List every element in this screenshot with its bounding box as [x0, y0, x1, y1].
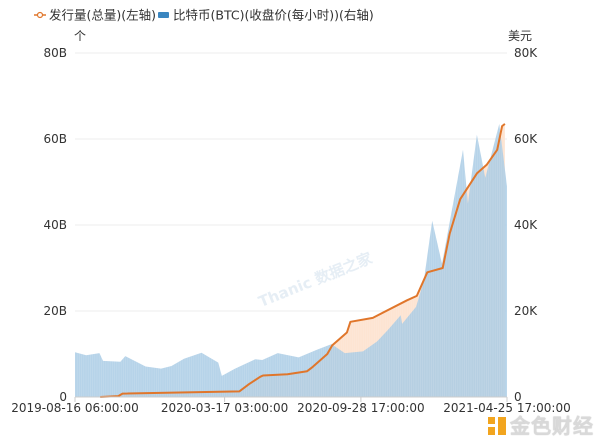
right-tick-label: 60K	[514, 132, 538, 146]
legend-item-btc[interactable]: 比特币(BTC)(收盘价(每小时))(右轴)	[158, 8, 374, 23]
left-tick-label: 40B	[43, 218, 67, 232]
logo-mark-icon	[488, 417, 506, 435]
logo-text: 金色财经	[510, 414, 594, 438]
x-tick-label: 2019-08-16 06:00:00	[11, 401, 138, 415]
left-tick-label: 60B	[43, 132, 67, 146]
btc-price-area	[75, 123, 507, 398]
issuance-line	[100, 123, 506, 398]
left-tick-label: 80B	[43, 46, 67, 60]
right-tick-label: 80K	[514, 46, 538, 60]
right-tick-label: 20K	[514, 304, 538, 318]
x-tick-label: 2020-03-17 03:00:00	[161, 401, 288, 415]
right-tick-label: 0	[514, 390, 522, 404]
right-axis-unit: 美元	[508, 29, 532, 43]
series-layer	[74, 53, 507, 398]
logo: 金色财经	[488, 416, 594, 436]
left-axis-unit: 个	[74, 29, 86, 43]
left-tick-label: 0	[59, 390, 67, 404]
left-tick-label: 20B	[43, 304, 67, 318]
legend: 发行量(总量)(左轴) 比特币(BTC)(收盘价(每小时))(右轴)	[34, 8, 374, 23]
legend-rect-marker	[158, 12, 169, 18]
x-tick-label: 2020-09-28 17:00:00	[297, 401, 424, 415]
legend-label: 比特币(BTC)(收盘价(每小时))(右轴)	[173, 8, 374, 23]
right-tick-label: 40K	[514, 218, 538, 232]
watermark: Thanic 数据之家	[256, 249, 375, 311]
legend-circle-marker	[36, 11, 44, 19]
axes: 0 0 20B 20K 40B 40K 60B 60K 80B 80K 2019-08-16 06:…	[11, 46, 570, 415]
x-tick-label: 2021-04-25 17:00:00	[443, 401, 570, 415]
legend-item-issuance[interactable]: 发行量(总量)(左轴)	[34, 8, 156, 23]
legend-label: 发行量(总量)(左轴)	[49, 8, 156, 23]
